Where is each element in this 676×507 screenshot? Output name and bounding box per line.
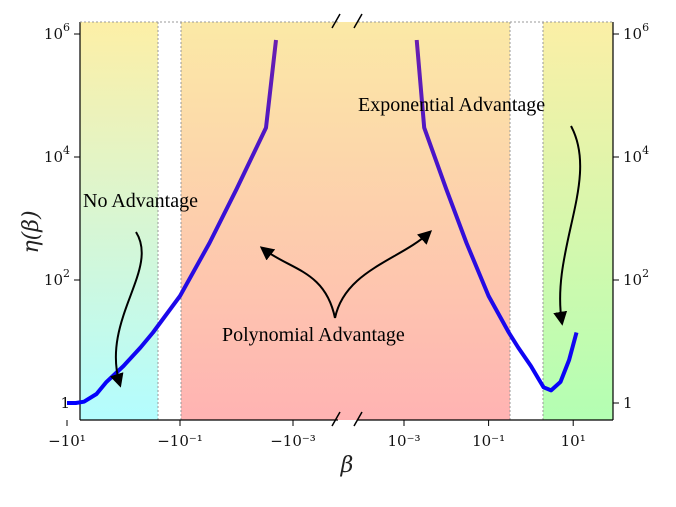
- series-curves: [67, 39, 579, 405]
- y-axis-label: η(β): [19, 210, 44, 253]
- y-tick-label-right: 1: [623, 394, 633, 412]
- axis-break-mark: [353, 411, 363, 427]
- y-tick-label-left: 104: [44, 144, 70, 166]
- x-tick-label: −10¹: [48, 432, 86, 450]
- y-tick-label-right: 104: [623, 144, 649, 166]
- series-line-positive-beta: [414, 39, 579, 393]
- arrow-polynomial-left: [259, 246, 336, 319]
- x-tick-label: −10⁻¹: [157, 432, 203, 450]
- y-tick-label-right: 106: [623, 21, 649, 43]
- series-line-negative-beta: [67, 39, 278, 405]
- y-tick-label-left: 102: [44, 267, 70, 289]
- arrow-no-advantage: [110, 231, 143, 388]
- arrow-polynomial-right: [334, 230, 433, 319]
- annotation-no-advantage: No Advantage: [83, 190, 198, 212]
- region-no-advantage: [80, 22, 158, 420]
- arrow-exponential-advantage: [553, 125, 582, 326]
- y-ticks: 1 1 102 102 104 104 106 106: [44, 21, 649, 412]
- x-tick-label: 10⁻¹: [472, 432, 505, 450]
- x-axis-label: β: [340, 453, 354, 478]
- axis-break-mark: [331, 411, 341, 427]
- x-ticks: −10¹ −10⁻¹ −10⁻³ 10⁻³ 10⁻¹ 10¹: [48, 420, 586, 450]
- x-tick-label: 10¹: [561, 432, 586, 450]
- annotation-polynomial-advantage: Polynomial Advantage: [222, 324, 405, 346]
- axis-break-mark: [353, 13, 363, 29]
- x-tick-label: 10⁻³: [387, 432, 420, 450]
- y-tick-label-left: 106: [44, 21, 70, 43]
- y-tick-label-right: 102: [623, 267, 649, 289]
- region-exponential-advantage: [543, 22, 613, 420]
- region-polynomial-advantage: [181, 22, 510, 420]
- y-tick-label-left: 1: [60, 394, 70, 412]
- x-tick-label: −10⁻³: [270, 432, 316, 450]
- annotation-exponential-advantage: Exponential Advantage: [358, 94, 545, 116]
- axis-break-mark: [331, 13, 341, 29]
